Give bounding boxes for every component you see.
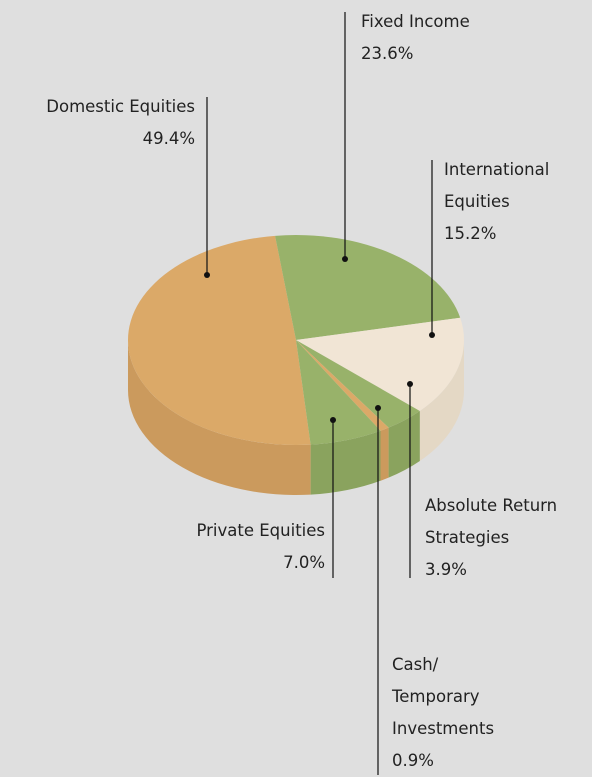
slice-label: International Equities 15.2% xyxy=(444,154,584,250)
slice-side xyxy=(380,427,389,481)
slice-side xyxy=(128,340,311,495)
slice-side xyxy=(419,340,464,461)
slice-name: Domestic Equities xyxy=(46,97,195,116)
slice xyxy=(296,340,389,431)
slice xyxy=(275,235,461,340)
slice-value: 49.4% xyxy=(142,129,195,148)
slice-label: Private Equities 7.0% xyxy=(125,515,325,579)
slice xyxy=(128,235,311,445)
slice-label: Fixed Income 23.6% xyxy=(361,6,561,70)
slice-name: Private Equities xyxy=(196,521,325,540)
slice-side xyxy=(310,430,381,495)
slice-value: 0.9% xyxy=(392,751,434,770)
slice-name: International Equities xyxy=(444,160,550,211)
leader-dot xyxy=(330,417,336,423)
slice-label: Absolute Return Strategies 3.9% xyxy=(425,490,590,586)
slice-value: 3.9% xyxy=(425,560,467,579)
slice-value: 7.0% xyxy=(283,553,325,572)
slice-label: Domestic Equities 49.4% xyxy=(0,91,195,155)
pie-tops xyxy=(128,235,464,445)
pie-sides xyxy=(128,340,464,495)
slice xyxy=(296,340,381,445)
slice-label: Cash/ Temporary Investments 0.9% xyxy=(392,649,495,777)
slice-value: 23.6% xyxy=(361,44,414,63)
leader-dot xyxy=(342,256,348,262)
slice-name: Absolute Return Strategies xyxy=(425,496,558,547)
slice-side xyxy=(388,410,420,478)
slice-name: Cash/ Temporary Investments xyxy=(392,655,495,738)
leader-dot xyxy=(204,272,210,278)
slice xyxy=(296,317,464,411)
leader-dot xyxy=(429,332,435,338)
slice-name: Fixed Income xyxy=(361,12,470,31)
leader-dot xyxy=(375,405,381,411)
slice-value: 15.2% xyxy=(444,224,497,243)
leader-dot xyxy=(407,381,413,387)
slice xyxy=(296,340,420,428)
